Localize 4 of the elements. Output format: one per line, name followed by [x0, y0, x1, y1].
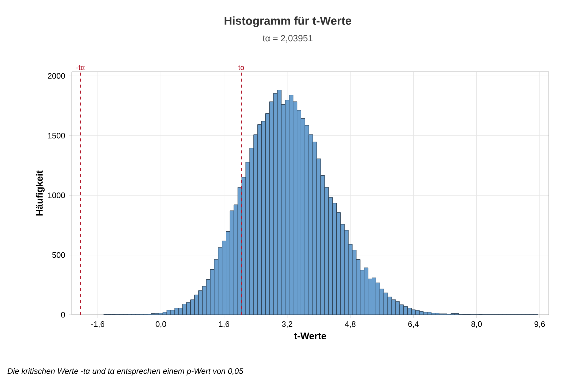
x-axis-title: t-Werte	[294, 332, 326, 340]
y-axis-title: Häufigkeit	[36, 170, 45, 216]
chart-title: Histogramm für t-Werte	[224, 16, 352, 28]
chart-subtitle: tα = 2,03951	[262, 35, 313, 43]
